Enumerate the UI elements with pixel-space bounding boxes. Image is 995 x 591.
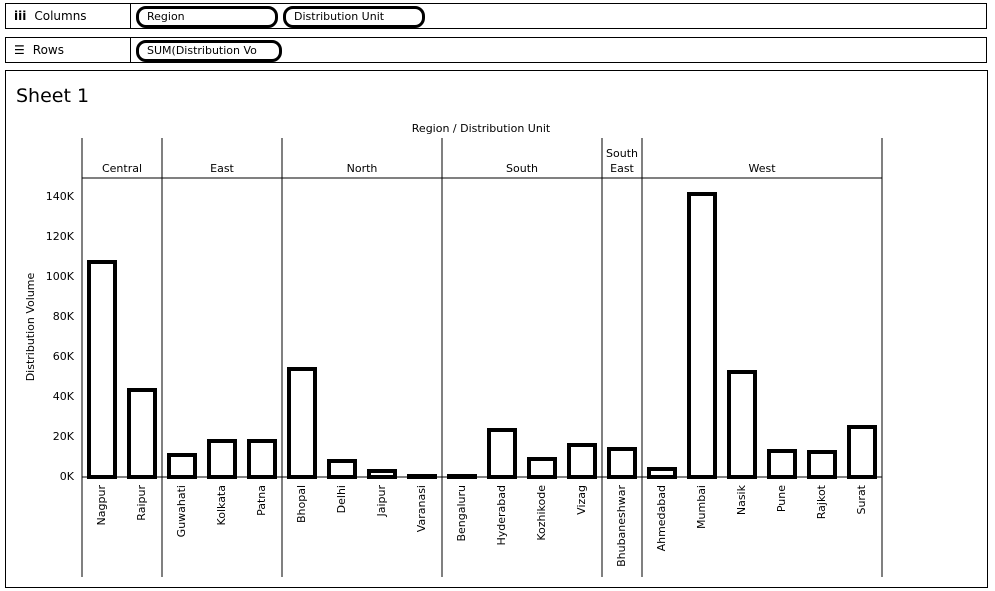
group-header: South [506,162,538,175]
x-tick-label: Nasik [735,484,748,515]
sheet: Sheet 1 [5,70,988,588]
label: Rows [32,43,64,57]
bar [447,474,477,479]
x-tick-label: Delhi [335,485,348,513]
rows-shelf: ☰ Rows SUM(Distribution Vo [5,37,987,63]
pill[interactable]: SUM(Distribution Vo [136,40,282,62]
x-tick-label: Kozhikode [535,485,548,541]
bar [647,467,677,479]
group-header: South East [606,147,638,175]
pill[interactable]: Distribution Unit [283,6,425,28]
bar [607,447,637,479]
y-tick-label: 80K [53,310,75,323]
x-tick-label: Bhopal [295,485,308,523]
bar [727,370,757,479]
bar [527,457,557,479]
y-tick-label: 0K [60,470,75,483]
columns-shelf: iii Columns Region Distribution Unit [5,3,987,29]
bar [167,453,197,479]
x-tick-label: Pune [775,485,788,512]
pills: Region Distribution Unit [136,6,425,28]
group-label: North [346,162,378,175]
group-header: West [748,162,776,175]
y-tick-label: 60K [53,350,75,363]
column-header-title: Region / Distribution Unit [412,122,551,135]
y-tick-label: 100K [46,270,75,283]
bar [567,443,597,479]
group-header: Central [101,162,143,175]
bar [127,388,157,479]
y-axis-title: Distribution Volume [24,272,37,381]
bar [767,449,797,479]
group-label: Central [101,162,143,175]
x-tick-label: Rajkot [815,484,828,519]
group-header: East [210,162,234,175]
group-label: West [748,162,776,175]
x-tick-label: Guwahati [175,485,188,537]
bar [247,439,277,479]
bar [407,474,437,479]
bar [287,367,317,479]
y-tick-label: 40K [53,390,75,403]
bar [327,459,357,479]
pills: SUM(Distribution Vo [136,40,282,62]
bar [807,450,837,479]
y-tick-label: 120K [46,230,75,243]
bar [687,192,717,479]
x-tick-label: Hyderabad [495,485,508,546]
group-label: South East [606,147,638,175]
x-tick-label: Kolkata [215,485,228,525]
x-tick-label: Varanasi [415,485,428,532]
bar [87,260,117,479]
sheet-title: Sheet 1 [16,85,90,107]
y-tick-label: 140K [46,190,75,203]
pill[interactable]: Region [136,6,278,28]
x-tick-label: Raipur [135,485,148,521]
label: Columns [34,9,87,23]
bar [487,428,517,479]
bar [367,469,397,479]
group-label: East [210,162,234,175]
x-tick-label: Vizag [575,485,588,515]
group-header: North [346,162,378,175]
bar [207,439,237,479]
bar [847,425,877,479]
x-tick-label: Bengaluru [455,485,468,542]
shelf-label: ☰ Rows [6,38,131,62]
y-tick-label: 20K [53,430,75,443]
x-tick-label: Mumbai [695,485,708,529]
x-tick-label: Bhubaneshwar [615,485,628,567]
group-label: South [506,162,538,175]
x-tick-label: Jaipur [375,485,388,518]
shelf-label: iii Columns [6,4,131,28]
x-tick-label: Ahmedabad [655,485,668,551]
x-tick-label: Surat [855,484,868,514]
x-tick-label: Patna [255,485,268,516]
x-tick-label: Nagpur [95,485,108,526]
